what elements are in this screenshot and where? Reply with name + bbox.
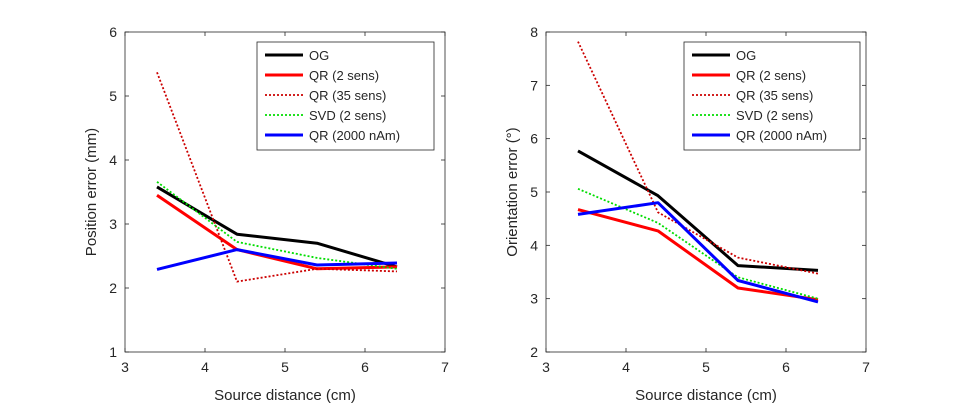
y-tick-label: 5 — [109, 88, 117, 104]
y-tick-label: 4 — [530, 237, 538, 253]
x-axis-label: Source distance (cm) — [635, 387, 777, 404]
series-line-2 — [577, 208, 819, 302]
legend-label: QR (35 sens) — [736, 88, 813, 103]
legend-label: QR (2 sens) — [736, 68, 806, 83]
y-tick-label: 7 — [530, 77, 538, 93]
x-axis-label: Source distance (cm) — [214, 387, 356, 404]
legend-label: SVD (2 sens) — [736, 108, 813, 123]
legend-box — [683, 41, 861, 151]
y-tick-label: 4 — [109, 152, 117, 168]
x-tick-label: 7 — [862, 359, 870, 375]
series-line-4 — [156, 181, 398, 270]
x-tick-label: 7 — [441, 359, 449, 375]
x-tick-label: 6 — [361, 359, 369, 375]
legend-label: QR (2 sens) — [309, 68, 379, 83]
x-tick-label: 5 — [702, 359, 710, 375]
legend-label: OG — [736, 48, 756, 63]
y-tick-label: 8 — [530, 24, 538, 40]
series-line-5 — [156, 248, 398, 271]
series-line-1 — [156, 185, 398, 269]
y-tick-label: 6 — [530, 131, 538, 147]
series-line-1 — [577, 149, 819, 272]
legend-label: OG — [309, 48, 329, 63]
legend-label: QR (2000 nAm) — [309, 128, 400, 143]
x-tick-label: 6 — [782, 359, 790, 375]
y-tick-label: 2 — [109, 280, 117, 296]
y-tick-label: 5 — [530, 184, 538, 200]
y-tick-label: 6 — [109, 24, 117, 40]
legend-label: QR (35 sens) — [309, 88, 386, 103]
series-line-5 — [577, 201, 819, 304]
legend-box — [256, 41, 435, 151]
x-tick-label: 4 — [622, 359, 630, 375]
series-line-2 — [156, 193, 398, 271]
x-tick-label: 3 — [121, 359, 129, 375]
y-axis-label: Position error (mm) — [83, 128, 100, 256]
legend-label: QR (2000 nAm) — [736, 128, 827, 143]
x-tick-label: 4 — [201, 359, 209, 375]
legend: OG QR (2 sens) QR (35 sens) SVD (2 sens) QR … — [683, 41, 861, 151]
x-tick-label: 5 — [281, 359, 289, 375]
y-tick-label: 1 — [109, 344, 117, 360]
series-line-4 — [577, 187, 819, 300]
legend-label: SVD (2 sens) — [309, 108, 386, 123]
y-tick-label: 3 — [530, 291, 538, 307]
series-line-3 — [577, 41, 819, 275]
x-tick-label: 3 — [542, 359, 550, 375]
legend: OG QR (2 sens) QR (35 sens) SVD (2 sens) QR … — [256, 41, 435, 151]
series-line-3 — [156, 71, 398, 283]
y-tick-label: 3 — [109, 216, 117, 232]
y-tick-label: 2 — [530, 344, 538, 360]
chart-1: 3 4 5 6 7 1 2 3 4 5 6 Source distance (cm) Position … — [83, 24, 449, 404]
y-axis-label: Orientation error (°) — [504, 127, 521, 256]
